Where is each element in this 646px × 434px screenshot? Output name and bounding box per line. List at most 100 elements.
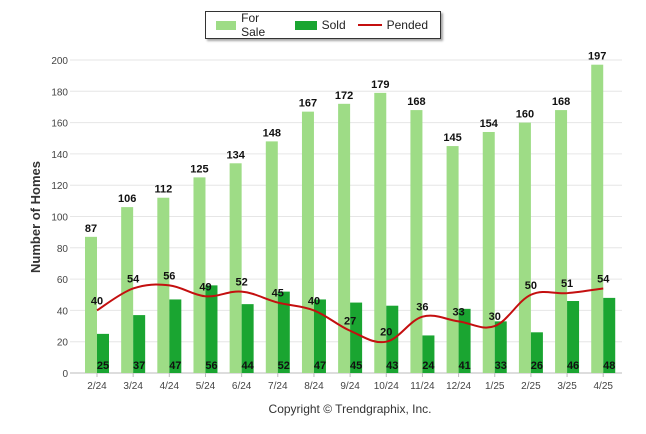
bar-sold — [458, 308, 471, 373]
y-tick-label: 40 — [57, 306, 69, 317]
data-label-pended: 33 — [452, 306, 464, 318]
x-tick-label: 7/24 — [268, 381, 288, 392]
data-label-pended: 40 — [308, 295, 320, 307]
bar-for-sale — [193, 177, 206, 373]
y-tick-label: 100 — [51, 213, 68, 224]
legend-item-for-sale[interactable]: For Sale — [216, 11, 283, 39]
bar-sold — [530, 332, 543, 373]
data-label-sold: 26 — [531, 360, 543, 372]
bar-for-sale — [446, 146, 459, 373]
bar-for-sale — [265, 141, 278, 373]
bar-for-sale — [338, 103, 351, 373]
bar-for-sale — [518, 122, 531, 373]
legend-item-pended[interactable]: Pended — [357, 18, 428, 32]
y-tick-label: 80 — [57, 244, 69, 255]
bar-for-sale — [85, 236, 97, 373]
x-tick-label: 2/25 — [521, 381, 541, 392]
data-label-pended: 52 — [236, 277, 248, 289]
x-tick-label: 6/24 — [232, 381, 252, 392]
legend-label-pended: Pended — [386, 18, 428, 32]
y-tick-label: 120 — [51, 181, 68, 192]
x-tick-label: 3/25 — [557, 381, 577, 392]
data-label-for-sale: 167 — [299, 98, 317, 110]
bar-sold — [313, 299, 326, 373]
bar-for-sale — [555, 110, 568, 373]
data-labels: 87 25 106 37 112 47 125 56 134 44 148 52 167 47 172 45 1… — [85, 51, 615, 372]
copyright-text: Copyright © Trendgraphix, Inc. — [268, 402, 432, 416]
bar-for-sale — [410, 110, 423, 373]
y-tick-label: 180 — [51, 87, 68, 98]
x-tick-label: 5/24 — [196, 381, 216, 392]
y-tick-label: 160 — [51, 119, 68, 130]
y-axis-ticks: 0 20 40 60 80 100 120 140 160 180 200 — [51, 56, 68, 380]
data-label-sold: 25 — [97, 360, 109, 372]
data-label-pended: 27 — [344, 316, 356, 328]
bar-sold — [133, 315, 146, 373]
data-label-pended: 56 — [163, 270, 175, 282]
bar-sold — [97, 333, 109, 373]
bar-sold — [205, 285, 218, 373]
bar-sold — [277, 291, 290, 373]
bar-sold — [494, 321, 507, 373]
data-label-for-sale: 168 — [552, 96, 570, 108]
data-label-sold: 47 — [314, 360, 326, 372]
data-label-sold: 24 — [422, 360, 435, 372]
x-tick-label: 8/24 — [304, 381, 324, 392]
data-label-sold: 44 — [242, 360, 255, 372]
y-tick-label: 60 — [57, 275, 69, 286]
legend-item-sold[interactable]: Sold — [294, 18, 346, 32]
pended-line-path — [96, 283, 604, 344]
bar-for-sale — [301, 111, 314, 374]
data-label-pended: 49 — [199, 281, 211, 293]
data-label-pended: 40 — [91, 295, 103, 307]
data-label-pended: 20 — [380, 327, 392, 339]
data-label-sold: 46 — [567, 360, 579, 372]
bars — [85, 64, 616, 374]
bar-sold — [603, 297, 616, 373]
legend-label-for-sale: For Sale — [241, 11, 266, 39]
data-label-for-sale: 148 — [263, 127, 281, 139]
x-axis-ticks: 2/24 3/24 4/24 5/24 6/24 7/24 8/24 9/24 10/24 11/… — [87, 373, 613, 392]
bar-sold — [567, 301, 580, 373]
data-label-for-sale: 172 — [335, 90, 353, 102]
x-tick-label: 4/25 — [593, 381, 613, 392]
y-tick-label: 20 — [57, 338, 69, 349]
x-tick-label: 1/25 — [485, 381, 505, 392]
data-label-for-sale: 197 — [588, 51, 606, 63]
data-label-sold: 41 — [458, 360, 470, 372]
y-tick-label: 0 — [62, 369, 68, 380]
bar-sold — [350, 302, 363, 373]
data-label-for-sale: 125 — [190, 163, 208, 175]
data-label-pended: 30 — [489, 311, 501, 323]
bar-for-sale — [229, 163, 242, 373]
data-label-for-sale: 106 — [118, 193, 136, 205]
x-tick-label: 9/24 — [340, 381, 360, 392]
data-label-for-sale: 112 — [154, 184, 172, 196]
data-label-sold: 37 — [133, 360, 145, 372]
data-label-pended: 51 — [561, 278, 573, 290]
data-label-sold: 52 — [278, 360, 290, 372]
x-tick-label: 2/24 — [87, 381, 107, 392]
y-tick-label: 140 — [51, 150, 68, 161]
bar-for-sale — [591, 64, 604, 373]
data-label-sold: 45 — [350, 360, 362, 372]
data-label-for-sale: 134 — [226, 149, 245, 161]
bar-sold — [169, 299, 182, 373]
data-label-sold: 47 — [169, 360, 181, 372]
legend-swatch-for-sale — [216, 20, 237, 30]
pended-line — [96, 283, 604, 344]
legend-label-sold: Sold — [321, 18, 346, 32]
legend: For Sale Sold Pended — [205, 11, 441, 39]
legend-swatch-pended — [357, 24, 382, 26]
x-tick-label: 11/24 — [410, 381, 435, 392]
bar-sold — [241, 304, 254, 373]
data-label-pended: 36 — [416, 302, 428, 314]
data-label-for-sale: 87 — [85, 223, 97, 235]
data-label-for-sale: 168 — [407, 96, 425, 108]
data-label-sold: 48 — [603, 360, 615, 372]
data-label-pended: 54 — [127, 273, 140, 285]
data-label-pended: 50 — [525, 280, 537, 292]
data-label-for-sale: 154 — [480, 118, 499, 130]
y-axis-label: Number of Homes — [28, 161, 43, 273]
